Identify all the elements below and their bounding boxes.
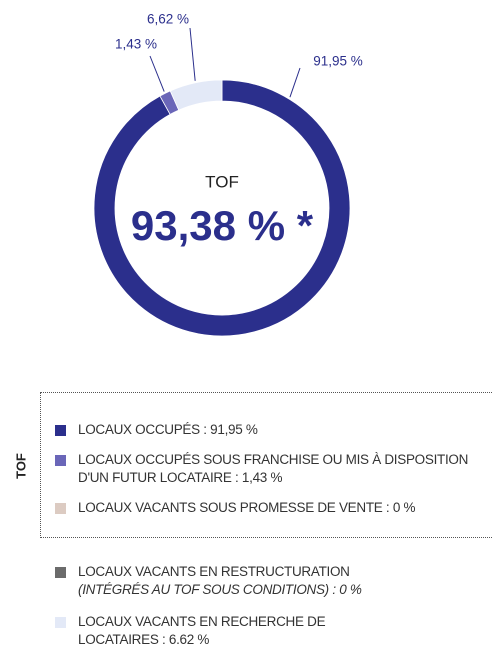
legend-text: LOCAUX VACANTS SOUS PROMESSE DE VENTE : …: [78, 500, 416, 515]
slice-label: 91,95 %: [313, 54, 363, 69]
leader-line: [149, 55, 165, 92]
slice-label: 6,62 %: [147, 12, 189, 27]
donut-slice: [169, 79, 223, 111]
leader-line: [289, 67, 301, 98]
legend-text: LOCAUX VACANTS EN RESTRUCTURATION: [78, 564, 350, 579]
center-value: 93,38 % *: [131, 202, 314, 249]
legend-entry: LOCAUX OCCUPÉS SOUS FRANCHISE OU MIS À D…: [78, 451, 478, 487]
legend-swatch: [55, 425, 66, 436]
legend-entry: LOCAUX VACANTS SOUS PROMESSE DE VENTE : …: [78, 499, 478, 517]
legend-swatch: [55, 617, 66, 628]
legend-group: [40, 392, 492, 538]
legend-swatch: [55, 567, 66, 578]
legend-text: LOCAUX VACANTS EN RECHERCHE DE LOCATAIRE…: [78, 614, 326, 647]
legend-group-label: TOF: [13, 453, 29, 479]
center-title: TOF: [205, 172, 239, 191]
legend-entry: LOCAUX VACANTS EN RESTRUCTURATION (INTÉGR…: [78, 563, 478, 599]
legend-note: (INTÉGRÉS AU TOF SOUS CONDITIONS) : 0 %: [78, 582, 362, 597]
leader-line: [189, 27, 196, 81]
legend-entry: LOCAUX VACANTS EN RECHERCHE DE LOCATAIRE…: [78, 613, 378, 649]
legend-text: LOCAUX OCCUPÉS : 91,95 %: [78, 422, 258, 437]
legend-swatch: [55, 503, 66, 514]
legend-text: LOCAUX OCCUPÉS SOUS FRANCHISE OU MIS À D…: [78, 452, 469, 485]
slice-label: 1,43 %: [115, 37, 157, 52]
chart: TOF 93,38 % * 91,95 % 1,43 % 6,62 %: [93, 12, 363, 337]
legend-swatch: [55, 455, 66, 466]
legend-entry: LOCAUX OCCUPÉS : 91,95 %: [78, 421, 478, 439]
donut-slice: [93, 79, 351, 337]
